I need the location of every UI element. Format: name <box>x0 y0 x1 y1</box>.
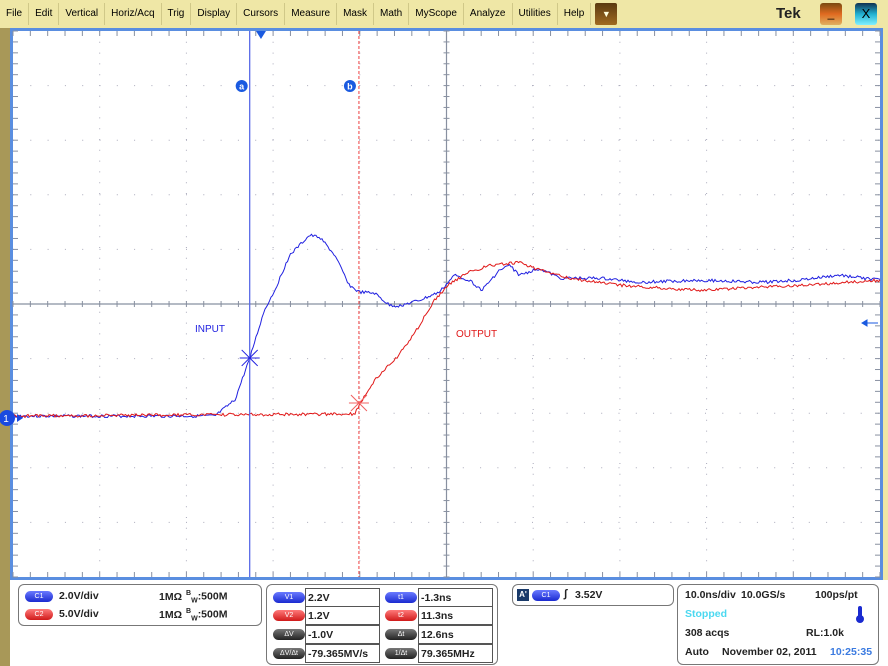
close-button[interactable]: X <box>855 3 877 25</box>
acquisition-count: 308 acqs <box>685 627 730 639</box>
menu-file[interactable]: File <box>0 3 30 25</box>
cursor-b-handle-circle <box>343 80 356 92</box>
t1-badge: t1 <box>385 592 417 603</box>
menu-utilities[interactable]: Utilities <box>513 3 558 25</box>
channel-panel: C1 2.0V/div 1MΩ BW:500M C2 5.0V/div 1MΩ … <box>18 584 262 626</box>
cursor-a-handle-text: a <box>239 82 245 92</box>
menu-mask[interactable]: Mask <box>337 3 374 25</box>
record-length: RL:1.0k <box>806 627 844 639</box>
cursor-a-handle: a <box>235 80 248 92</box>
date: November 02, 2011 <box>722 646 817 658</box>
trigger-level-arrow <box>861 319 878 327</box>
c2-coupling: 1MΩ <box>159 609 183 622</box>
trigger-panel[interactable]: A' C1 ∫ 3.52V <box>512 584 674 606</box>
time: 10:25:35 <box>830 646 873 658</box>
trigger-source-badge: C1 <box>532 590 560 601</box>
graticule: a b 1 <box>0 30 881 578</box>
c1-bandwidth-label: BW:500M <box>186 590 228 605</box>
trigger-position-marker <box>255 31 266 39</box>
t2-badge: t2 <box>385 610 417 621</box>
horizontal-acquisition-panel[interactable]: 10.0ns/div 10.0GS/s 100ps/pt Stopped 308… <box>677 584 879 665</box>
rising-edge-icon: ∫ <box>564 588 568 600</box>
menu-trig[interactable]: Trig <box>162 3 192 25</box>
delta-v-value: -1.0V <box>305 625 380 644</box>
cursor-a-handle-circle <box>235 80 248 92</box>
minimize-button[interactable]: _ <box>820 3 842 25</box>
delta-t-badge: Δt <box>385 629 417 640</box>
c1-coupling: 1MΩ <box>159 591 183 604</box>
menu-horiz-acq[interactable]: Horiz/Acq <box>105 3 162 25</box>
tek-logo: Tek <box>776 5 801 22</box>
ch1-marker-circle <box>0 410 15 426</box>
c2-scale: 5.0V/div <box>59 608 99 620</box>
delta-v-badge: ΔV <box>273 629 305 640</box>
menu-cursors[interactable]: Cursors <box>237 3 286 25</box>
waveform-input <box>12 233 881 419</box>
ch1-marker-arrow <box>17 414 23 422</box>
v2-badge: V2 <box>273 610 305 621</box>
c2-bandwidth-label: BW:500M <box>186 608 228 623</box>
menu-myscope[interactable]: MyScope <box>409 3 464 25</box>
trigger-mode: Auto <box>685 646 709 658</box>
t1-value: -1.3ns <box>418 588 493 607</box>
waveform-output <box>12 260 881 419</box>
menu-bar: File Edit Vertical Horiz/Acq Trig Displa… <box>0 0 888 28</box>
ch1-marker-text: 1 <box>3 414 9 425</box>
left-frame <box>0 28 10 666</box>
v1-value: 2.2V <box>305 588 380 607</box>
time-per-div: 10.0ns/div <box>685 589 736 601</box>
delta-t-value: 12.6ns <box>418 625 493 644</box>
cursor-readout-panel[interactable]: V1 2.2V V2 1.2V ΔV -1.0V ΔV/Δt -79.365MV… <box>266 584 498 665</box>
dv-dt-badge: ΔV/Δt <box>273 648 305 659</box>
menu-measure[interactable]: Measure <box>285 3 338 25</box>
cursor-b-handle: b <box>343 80 356 92</box>
input-label: INPUT <box>195 324 225 335</box>
v1-badge: V1 <box>273 592 305 603</box>
acquisition-state: Stopped <box>685 608 727 620</box>
channel-1-readout[interactable]: C1 2.0V/div <box>25 590 99 602</box>
ch1-ground-marker: 1 <box>0 410 15 426</box>
menu-vertical[interactable]: Vertical <box>59 3 106 25</box>
inverse-delta-t-badge: 1/Δt <box>385 648 417 659</box>
t2-value: 11.3ns <box>418 606 493 625</box>
cursor-b-handle-text: b <box>347 82 353 92</box>
menu-math[interactable]: Math <box>374 3 410 25</box>
c1-badge: C1 <box>25 590 53 602</box>
menu-edit[interactable]: Edit <box>29 3 60 25</box>
trigger-mode-badge: A' <box>517 589 529 601</box>
menu-analyze[interactable]: Analyze <box>464 3 513 25</box>
channel-2-readout[interactable]: C2 5.0V/div <box>25 608 99 620</box>
inverse-delta-t-value: 79.365MHz <box>418 644 493 663</box>
dv-dt-value: -79.365MV/s <box>305 644 380 663</box>
right-frame <box>883 28 888 580</box>
cursor-a-crosshair <box>239 349 260 367</box>
menu-help[interactable]: Help <box>558 3 592 25</box>
menu-display[interactable]: Display <box>191 3 238 25</box>
trigger-level: 3.52V <box>575 589 603 601</box>
dropdown-arrow-button[interactable]: ▼ <box>595 3 618 25</box>
c2-badge: C2 <box>25 608 53 620</box>
v2-value: 1.2V <box>305 606 380 625</box>
waveform-display[interactable]: a b 1 <box>0 28 883 580</box>
thermometer-icon <box>856 606 864 623</box>
c1-scale: 2.0V/div <box>59 590 99 602</box>
sample-rate: 10.0GS/s <box>741 589 786 601</box>
output-label: OUTPUT <box>456 329 498 340</box>
cursor-b-crosshair <box>348 394 369 412</box>
resolution: 100ps/pt <box>815 589 858 601</box>
